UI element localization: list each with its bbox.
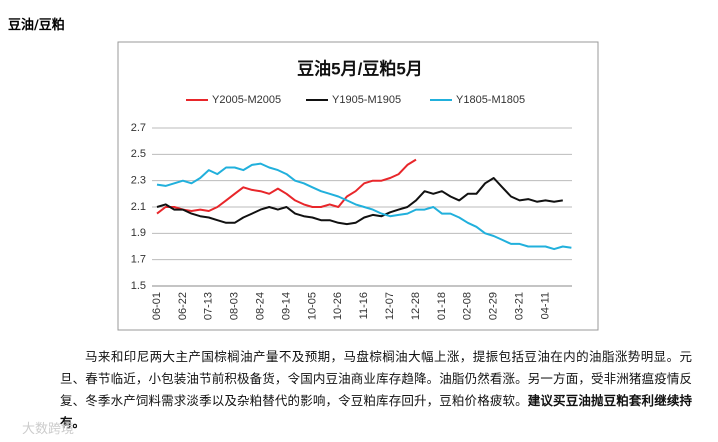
series-line [156, 162, 572, 251]
x-tick-label: 02-29 [488, 292, 500, 320]
paragraph-bold: 建议买豆油抛豆粕套利继续持有。 [60, 393, 692, 430]
y-tick-label: 1.7 [131, 254, 146, 266]
x-tick-label: 10-05 [306, 292, 318, 320]
heading: 豆油/豆粕 [8, 18, 65, 33]
y-tick-label: 1.9 [131, 227, 146, 239]
x-tick-label: 08-03 [229, 292, 241, 320]
x-tick-label: 09-14 [280, 292, 292, 320]
chart: 豆油5月/豆粕5月 1.5 1.7 1.9 2.1 2.3 2.5 2.7 06-01 06-2… [117, 41, 599, 331]
x-tick-label: 08-24 [255, 292, 267, 320]
chart-border [117, 41, 599, 331]
x-tick-label: 06-01 [151, 292, 163, 320]
x-tick-label: 12-07 [384, 292, 396, 320]
y-tick-label: 2.3 [131, 175, 146, 187]
watermark: 大数跨境 [22, 422, 75, 437]
x-tick-label: 10-26 [332, 292, 344, 320]
x-tick-label: 01-18 [436, 292, 448, 320]
x-tick-label: 02-08 [462, 292, 474, 320]
legend-label: Y1905-M1905 [332, 94, 401, 106]
y-tick-label: 2.1 [131, 201, 146, 213]
series-line [156, 158, 417, 215]
series-line [156, 177, 563, 226]
x-tick-label: 12-28 [410, 292, 422, 320]
x-tick-label: 03-21 [514, 292, 526, 320]
paragraph: 马来和印尼两大主产国棕榈油产量不及预期，马盘棕榈油大幅上涨，提振包括豆油在内的油… [60, 346, 692, 434]
x-tick-label: 06-22 [177, 292, 189, 320]
y-tick-label: 2.5 [131, 148, 146, 160]
legend-label: Y1805-M1805 [456, 94, 525, 106]
x-tick-label: 07-13 [203, 292, 215, 320]
legend-label: Y2005-M2005 [212, 94, 281, 106]
x-tick-label: 11-16 [358, 292, 370, 319]
x-tick-label: 04-11 [539, 292, 551, 319]
y-tick-label: 1.5 [131, 280, 146, 292]
y-tick-label: 2.7 [131, 122, 146, 134]
paragraph-text: 马来和印尼两大主产国棕榈油产量不及预期，马盘棕榈油大幅上涨，提振包括豆油在内的油… [60, 349, 692, 408]
chart-title: 豆油5月/豆粕5月 [297, 58, 423, 78]
